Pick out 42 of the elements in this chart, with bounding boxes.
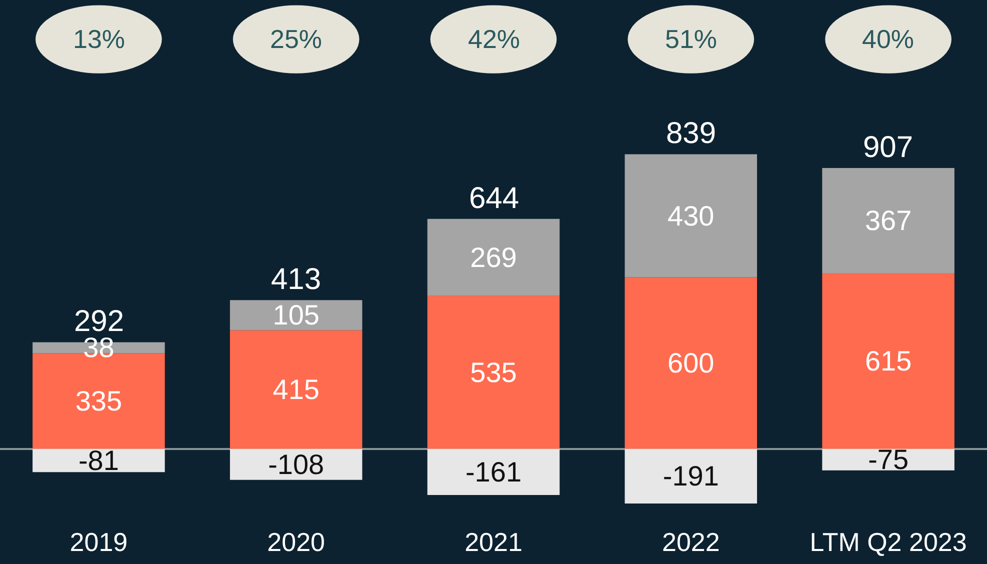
bar — [624, 448, 758, 504]
data-label: 367 — [864, 205, 912, 236]
bar — [427, 448, 560, 495]
bar — [230, 448, 362, 480]
total-label: 907 — [863, 131, 914, 164]
data-label: -81 — [78, 445, 119, 476]
bar — [822, 448, 954, 470]
bar — [427, 296, 560, 449]
text: 13% — [73, 24, 126, 54]
data-label: -191 — [662, 460, 719, 492]
data-label: 430 — [668, 200, 714, 232]
bar — [822, 273, 954, 449]
data-label: 535 — [470, 356, 517, 388]
data-label: 600 — [668, 348, 714, 379]
data-label: -161 — [465, 456, 522, 488]
text: 25% — [270, 24, 322, 54]
text: 42% — [468, 24, 520, 54]
bar — [822, 168, 954, 273]
data-label: 615 — [864, 345, 912, 376]
text: 51% — [665, 24, 718, 54]
total-label: 413 — [271, 263, 322, 296]
text: 40% — [862, 24, 914, 54]
total-label: 839 — [666, 117, 716, 150]
x-tick-label: 2019 — [70, 527, 128, 557]
bar — [624, 277, 758, 449]
data-label: 105 — [272, 300, 320, 331]
bar — [230, 330, 362, 449]
data-label: -108 — [268, 448, 324, 480]
bar — [230, 300, 362, 330]
bar — [32, 448, 165, 472]
x-tick-label: 2020 — [267, 527, 326, 557]
data-label: -75 — [868, 444, 909, 476]
x-tick-label: LTM Q2 2023 — [810, 527, 967, 557]
bar — [427, 218, 560, 296]
x-tick-label: 2021 — [464, 527, 522, 557]
x-tick-label: 2022 — [662, 527, 720, 557]
data-label: 415 — [272, 374, 320, 406]
bar — [624, 154, 758, 278]
total-label: 292 — [74, 305, 124, 338]
data-label: 335 — [75, 386, 122, 417]
total-label: 644 — [469, 182, 520, 215]
data-label: 269 — [470, 242, 517, 273]
